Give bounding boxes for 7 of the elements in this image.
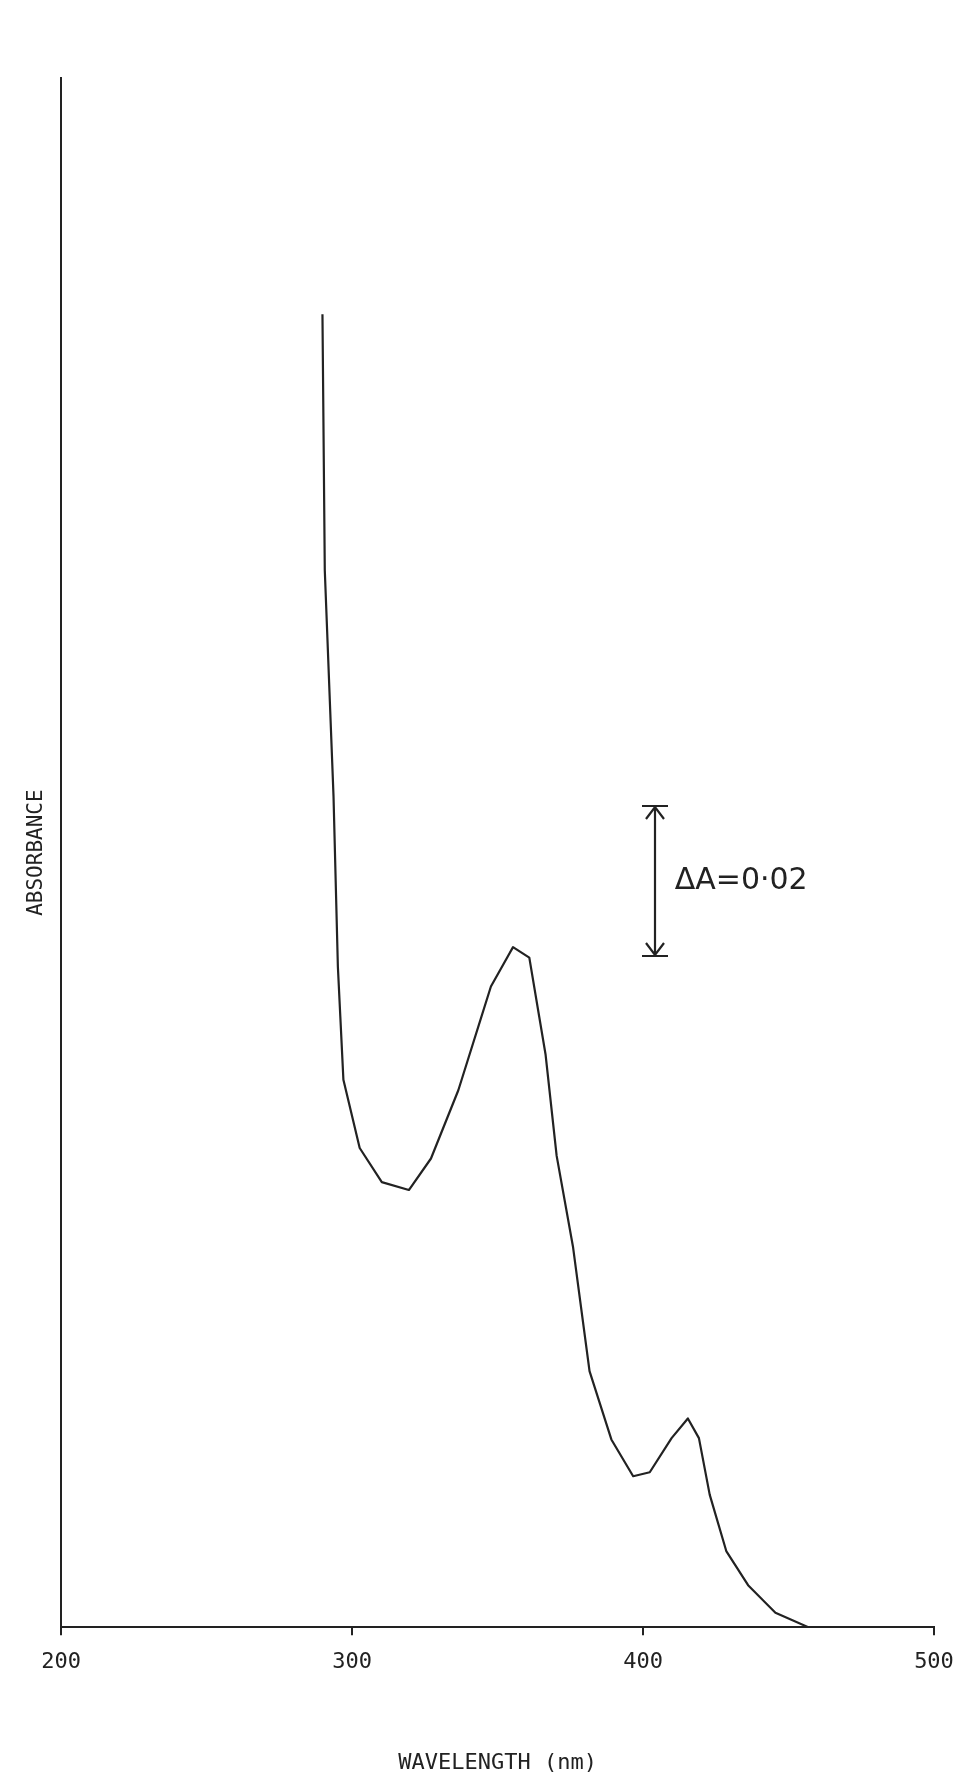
x-tick-label: 200	[41, 1648, 82, 1674]
x-tick-label: 500	[914, 1648, 954, 1674]
x-axis-title: WAVELENGTH (nm)	[398, 1748, 597, 1774]
y-axis-title: ABSORBANCE	[23, 789, 48, 916]
annotation: ΔA=0·02	[674, 861, 808, 896]
x-tick-label: 400	[623, 1648, 663, 1674]
x-tick-label: 300	[332, 1648, 373, 1674]
